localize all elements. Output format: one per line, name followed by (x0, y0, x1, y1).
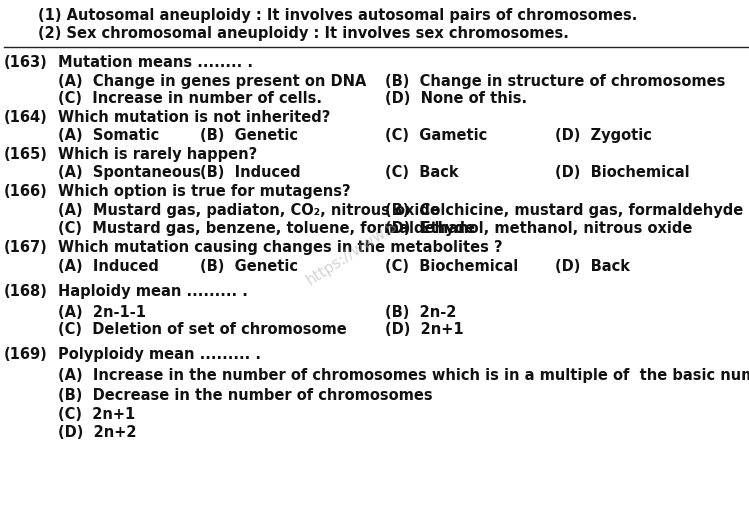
Text: Which is rarely happen?: Which is rarely happen? (58, 147, 257, 162)
Text: (D)  Back: (D) Back (555, 259, 630, 274)
Text: (163): (163) (4, 55, 48, 70)
Text: Which mutation causing changes in the metabolites ?: Which mutation causing changes in the me… (58, 240, 503, 255)
Text: (1) Autosomal aneuploidy : It involves autosomal pairs of chromosomes.: (1) Autosomal aneuploidy : It involves a… (38, 8, 637, 23)
Text: Which option is true for mutagens?: Which option is true for mutagens? (58, 184, 351, 199)
Text: (A)  Mustard gas, padiaton, CO₂, nitrous oxide: (A) Mustard gas, padiaton, CO₂, nitrous … (58, 203, 440, 218)
Text: (B)  2n-2: (B) 2n-2 (385, 305, 456, 320)
Text: (C)  Back: (C) Back (385, 165, 458, 180)
Text: (167): (167) (4, 240, 48, 255)
Text: (B)  Genetic: (B) Genetic (200, 128, 298, 143)
Text: (D)  2n+1: (D) 2n+1 (385, 322, 464, 337)
Text: (D)  None of this.: (D) None of this. (385, 91, 527, 106)
Text: (A)  Increase in the number of chromosomes which is in a multiple of  the basic : (A) Increase in the number of chromosome… (58, 368, 749, 383)
Text: (D)  2n+2: (D) 2n+2 (58, 425, 136, 440)
Text: (D)  Ethanol, methanol, nitrous oxide: (D) Ethanol, methanol, nitrous oxide (385, 221, 692, 236)
Text: (C)  Biochemical: (C) Biochemical (385, 259, 518, 274)
Text: (A)  2n-1-1: (A) 2n-1-1 (58, 305, 146, 320)
Text: (164): (164) (4, 110, 48, 125)
Text: (B)  Colchicine, mustard gas, formaldehyde: (B) Colchicine, mustard gas, formaldehyd… (385, 203, 743, 218)
Text: (168): (168) (4, 284, 48, 299)
Text: (B)  Change in structure of chromosomes: (B) Change in structure of chromosomes (385, 74, 725, 89)
Text: (C)  Gametic: (C) Gametic (385, 128, 488, 143)
Text: (165): (165) (4, 147, 48, 162)
Text: (A)  Induced: (A) Induced (58, 259, 159, 274)
Text: (B)  Genetic: (B) Genetic (200, 259, 298, 274)
Text: https://www.S: https://www.S (303, 218, 401, 288)
Text: (166): (166) (4, 184, 48, 199)
Text: Mutation means ........ .: Mutation means ........ . (58, 55, 253, 70)
Text: (A)  Change in genes present on DNA: (A) Change in genes present on DNA (58, 74, 366, 89)
Text: (A)  Spontaneous: (A) Spontaneous (58, 165, 201, 180)
Text: Haploidy mean ......... .: Haploidy mean ......... . (58, 284, 248, 299)
Text: (C)  Deletion of set of chromosome: (C) Deletion of set of chromosome (58, 322, 347, 337)
Text: (C)  2n+1: (C) 2n+1 (58, 407, 136, 422)
Text: (169): (169) (4, 347, 48, 362)
Text: (A)  Somatic: (A) Somatic (58, 128, 160, 143)
Text: (C)  Increase in number of cells.: (C) Increase in number of cells. (58, 91, 322, 106)
Text: Polyploidy mean ......... .: Polyploidy mean ......... . (58, 347, 261, 362)
Text: (D)  Zygotic: (D) Zygotic (555, 128, 652, 143)
Text: Which mutation is not inherited?: Which mutation is not inherited? (58, 110, 330, 125)
Text: (B)  Induced: (B) Induced (200, 165, 300, 180)
Text: (B)  Decrease in the number of chromosomes: (B) Decrease in the number of chromosome… (58, 388, 433, 403)
Text: (C)  Mustard gas, benzene, toluene, formaldehyde: (C) Mustard gas, benzene, toluene, forma… (58, 221, 475, 236)
Text: (D)  Biochemical: (D) Biochemical (555, 165, 690, 180)
Text: (2) Sex chromosomal aneuploidy : It involves sex chromosomes.: (2) Sex chromosomal aneuploidy : It invo… (38, 26, 569, 41)
